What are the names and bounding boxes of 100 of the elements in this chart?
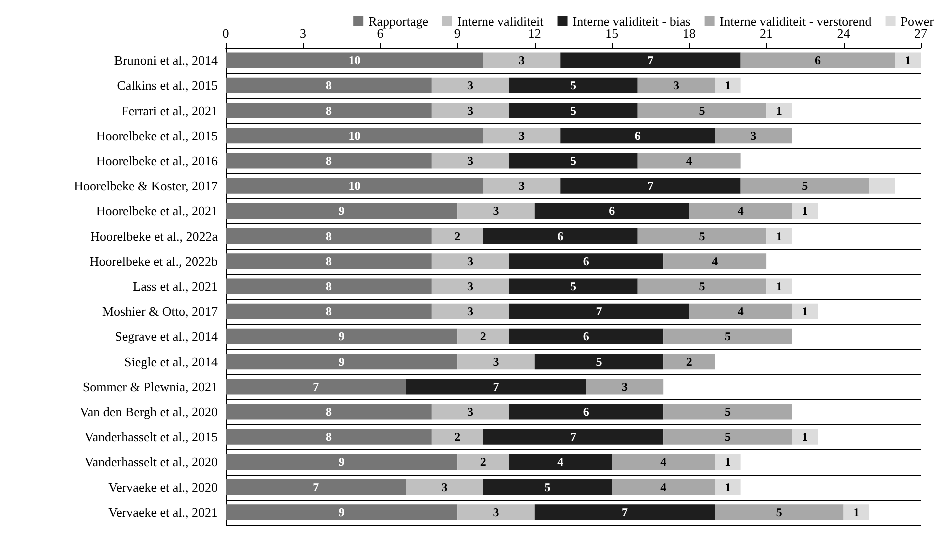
y-tick-label: Hoorelbeke et al., 2015 [96, 128, 218, 144]
data-label: 6 [583, 405, 590, 420]
bar [226, 178, 484, 194]
bar [226, 404, 432, 420]
y-tick-label: Sommer & Plewnia, 2021 [82, 379, 218, 394]
data-label: 9 [338, 505, 345, 520]
bar [740, 178, 870, 194]
bar [534, 203, 690, 219]
y-tick-label: Brunoni et al., 2014 [114, 53, 218, 68]
data-label: 1 [724, 480, 731, 494]
legend-label: Interne validiteit - verstorend [720, 14, 872, 29]
x-tick-label: 6 [377, 26, 384, 41]
data-label: 3 [468, 154, 474, 168]
data-label: 5 [596, 354, 602, 369]
bar [844, 504, 870, 520]
bar [432, 404, 510, 420]
bar [870, 178, 896, 194]
data-label: 10 [348, 179, 361, 194]
data-label: 1 [776, 104, 782, 118]
data-label: 5 [724, 330, 731, 344]
data-label: 6 [583, 254, 590, 268]
bar [560, 178, 741, 194]
bar [226, 52, 484, 68]
y-tick-label: Vanderhasselt et al., 2015 [84, 430, 218, 445]
bar [509, 254, 664, 270]
data-label: 1 [802, 304, 808, 319]
data-label: 2 [454, 430, 461, 444]
legend-label: Interne validiteit - bias [572, 14, 691, 29]
y-tick-label: Moshier & Otto, 2017 [102, 304, 218, 320]
data-label: 5 [570, 154, 576, 168]
x-tick-label: 9 [454, 26, 461, 41]
data-label: 3 [468, 405, 474, 420]
data-label: 8 [326, 154, 332, 168]
y-tick-label: Siegle et al., 2014 [124, 354, 218, 370]
data-label: 7 [313, 480, 320, 494]
bar [226, 354, 458, 370]
bar [638, 102, 767, 119]
bar [406, 379, 586, 395]
bar [458, 354, 535, 370]
bar [226, 480, 406, 496]
data-label: 3 [493, 204, 500, 218]
data-label: 3 [750, 128, 757, 143]
bar [664, 254, 767, 270]
data-label: 4 [558, 455, 564, 470]
data-label: 8 [326, 78, 332, 93]
bar [612, 480, 716, 496]
y-tick-label: Vanderhasselt et al., 2020 [84, 454, 218, 470]
bar [226, 328, 458, 344]
bar [483, 178, 561, 194]
data-label: 7 [622, 505, 628, 520]
data-label: 1 [802, 430, 808, 444]
data-label: 9 [338, 455, 345, 470]
bar [226, 102, 432, 119]
bar [458, 454, 510, 470]
data-label: 5 [699, 104, 706, 118]
data-label: 8 [326, 430, 332, 444]
data-label: 5 [699, 229, 706, 244]
bar [432, 78, 510, 94]
bar [534, 504, 716, 520]
x-tick-label: 27 [914, 26, 928, 41]
data-label: 1 [724, 455, 731, 470]
bar [226, 153, 432, 169]
y-tick-label: Hoorelbeke et al., 2022b [90, 254, 218, 269]
y-tick-label: Hoorelbeke et al., 2016 [96, 153, 218, 168]
bar [509, 278, 638, 294]
bar [483, 429, 664, 445]
bar [226, 203, 458, 219]
y-tick-label: Lass et al., 2021 [133, 279, 218, 294]
bar [792, 203, 818, 219]
bar [560, 128, 716, 144]
y-tick-label: Vervaeke et al., 2021 [108, 504, 218, 520]
bar [509, 304, 690, 320]
bar [226, 228, 432, 244]
data-label: 3 [622, 380, 628, 394]
data-label: 1 [854, 505, 860, 520]
bar [638, 228, 767, 244]
bar [560, 52, 741, 68]
bar [458, 203, 535, 219]
bar [226, 304, 432, 320]
bar [664, 404, 792, 420]
y-tick-label: Ferrari et al., 2021 [122, 103, 218, 118]
data-label: 7 [570, 430, 576, 444]
data-label: 7 [648, 179, 654, 194]
data-label: 3 [468, 280, 474, 294]
data-label: 1 [776, 229, 782, 244]
bar [509, 328, 664, 344]
bar [509, 404, 664, 420]
data-label: 5 [802, 179, 808, 194]
y-tick-label: Hoorelbeke et al., 2022a [90, 228, 218, 244]
bar [483, 52, 561, 68]
bar [226, 429, 432, 445]
data-label: 6 [815, 54, 822, 68]
data-label: 8 [326, 254, 332, 268]
bar [432, 102, 510, 119]
data-label: 5 [544, 480, 551, 494]
bar [792, 429, 818, 445]
bar [638, 78, 716, 94]
bar [226, 128, 484, 144]
bar [432, 254, 510, 270]
bar [432, 228, 484, 244]
